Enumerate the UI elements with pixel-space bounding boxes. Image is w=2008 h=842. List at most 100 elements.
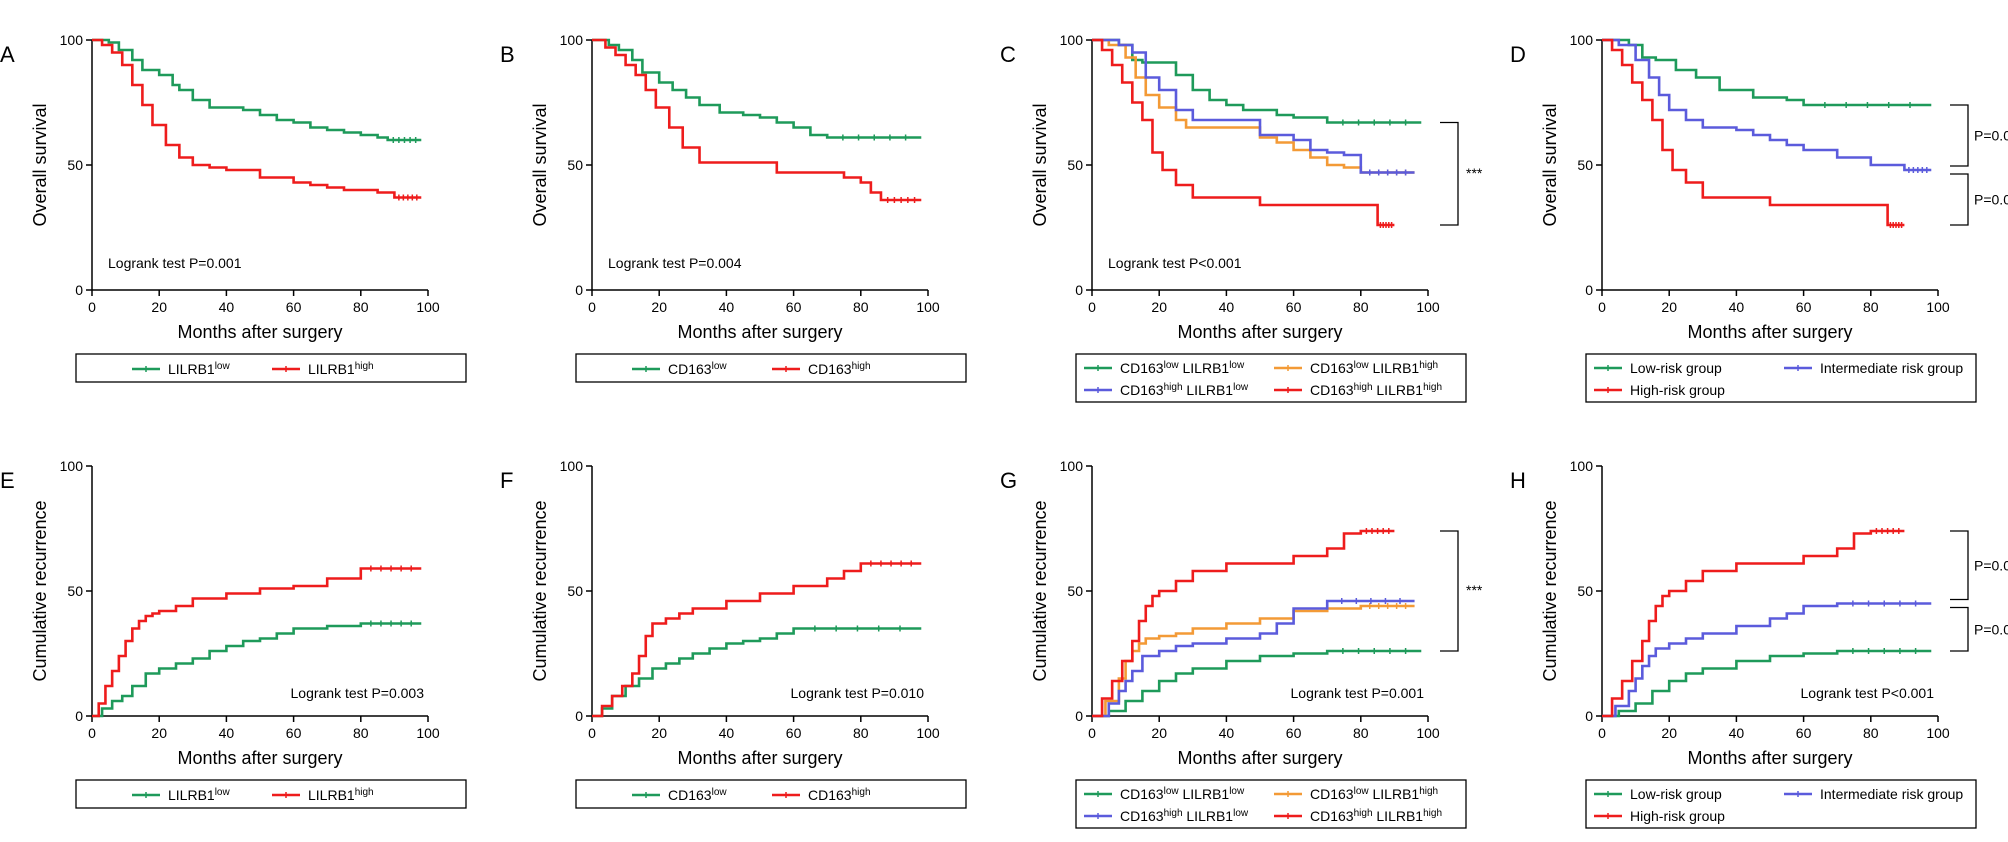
x-tick-label: 100	[416, 725, 440, 741]
series-line	[1602, 649, 1932, 718]
bracket-label: ***	[1466, 582, 1483, 598]
y-tick-label: 100	[60, 458, 84, 474]
x-tick-label: 80	[1863, 299, 1879, 315]
series-line	[1092, 649, 1422, 718]
x-tick-label: 100	[916, 725, 940, 741]
legend-label: CD163high LILRB1high	[1310, 382, 1442, 399]
x-tick-label: 100	[416, 299, 440, 315]
x-axis-label: Months after surgery	[1177, 748, 1342, 768]
legend-label: High-risk group	[1630, 808, 1725, 824]
panel-d: D 0 20 40 60 80 100 0 50 100 Months after surgery O…	[1510, 32, 2008, 403]
x-tick-label: 60	[1286, 299, 1302, 315]
x-axis-label: Months after surgery	[1687, 322, 1852, 342]
x-tick-label: 20	[1151, 299, 1167, 315]
x-tick-label: 60	[286, 299, 302, 315]
x-axis-label: Months after surgery	[677, 322, 842, 342]
legend-box	[1075, 779, 1467, 829]
panel-letter: F	[500, 468, 513, 493]
series-line	[592, 627, 922, 718]
y-tick-label: 100	[60, 32, 84, 48]
y-axis-label: Overall survival	[30, 103, 50, 226]
series-line	[1602, 602, 1932, 718]
series-line	[592, 38, 922, 139]
series-line	[92, 622, 422, 718]
legend-label: High-risk group	[1630, 382, 1725, 398]
y-tick-label: 100	[1570, 32, 1594, 48]
series-line	[1602, 38, 1932, 107]
legend-label: Low-risk group	[1630, 786, 1722, 802]
y-axis-label: Cumulative recurrence	[1540, 500, 1560, 681]
legend-label: CD163high	[808, 787, 871, 804]
series-line	[92, 567, 422, 718]
x-tick-label: 60	[786, 299, 802, 315]
significance-bracket	[1950, 104, 1969, 167]
x-tick-label: 80	[353, 725, 369, 741]
legend-label: CD163low LILRB1low	[1120, 360, 1245, 377]
logrank-annotation: Logrank test P=0.004	[608, 255, 742, 271]
panel-f: F 0 20 40 60 80 100 0 50 100 Months after surgery C…	[500, 458, 967, 809]
x-tick-label: 100	[1926, 725, 1950, 741]
significance-bracket	[1950, 173, 1969, 226]
y-tick-label: 0	[1075, 282, 1083, 298]
y-tick-label: 0	[75, 708, 83, 724]
panel-letter: G	[1000, 468, 1017, 493]
panel-e: E 0 20 40 60 80 100 0 50 100 Months after surgery C…	[0, 458, 467, 809]
panel-letter: H	[1510, 468, 1526, 493]
x-tick-label: 0	[1598, 299, 1606, 315]
y-tick-label: 0	[575, 282, 583, 298]
legend-label: LILRB1high	[308, 361, 374, 378]
x-tick-label: 60	[1286, 725, 1302, 741]
y-tick-label: 100	[1060, 458, 1084, 474]
bracket-label: P=0.004	[1974, 192, 2008, 208]
x-tick-label: 60	[1796, 725, 1812, 741]
y-tick-label: 50	[67, 157, 83, 173]
x-tick-label: 0	[588, 725, 596, 741]
x-tick-label: 40	[219, 725, 235, 741]
x-tick-label: 100	[1416, 299, 1440, 315]
y-tick-label: 50	[1067, 157, 1083, 173]
x-tick-label: 20	[1661, 299, 1677, 315]
bracket-label: P=0.025	[1974, 128, 2008, 144]
series-line	[92, 38, 422, 199]
logrank-annotation: Logrank test P=0.003	[291, 685, 425, 701]
logrank-annotation: Logrank test P=0.001	[108, 255, 242, 271]
x-tick-label: 0	[1088, 725, 1096, 741]
x-tick-label: 60	[786, 725, 802, 741]
legend-label: CD163low LILRB1high	[1310, 786, 1438, 803]
series-line	[1092, 599, 1415, 718]
x-axis-label: Months after surgery	[177, 322, 342, 342]
series-line	[592, 38, 922, 202]
x-tick-label: 0	[88, 299, 96, 315]
legend-label: CD163high	[808, 361, 871, 378]
legend-label: CD163high LILRB1high	[1310, 808, 1442, 825]
x-tick-label: 40	[719, 299, 735, 315]
legend-label: CD163high LILRB1low	[1120, 382, 1249, 399]
legend-label: CD163low	[668, 361, 727, 378]
y-axis-label: Cumulative recurrence	[1030, 500, 1050, 681]
x-tick-label: 40	[1219, 725, 1235, 741]
legend-box	[1585, 353, 1977, 403]
significance-bracket	[1950, 530, 1969, 601]
legend-label: Intermediate risk group	[1820, 786, 1963, 802]
y-axis-label: Cumulative recurrence	[530, 500, 550, 681]
significance-bracket	[1440, 530, 1459, 652]
y-tick-label: 0	[1585, 282, 1593, 298]
legend-label: LILRB1low	[168, 361, 230, 378]
x-tick-label: 20	[151, 725, 167, 741]
legend-box	[1585, 779, 1977, 829]
bracket-label: ***	[1466, 165, 1483, 181]
x-tick-label: 80	[1863, 725, 1879, 741]
panel-a: A 0 20 40 60 80 100 0 50 100 Months after surgery O…	[0, 32, 467, 383]
y-tick-label: 100	[1060, 32, 1084, 48]
logrank-annotation: Logrank test P=0.001	[1291, 685, 1425, 701]
significance-bracket	[1950, 606, 1969, 652]
x-tick-label: 40	[1729, 725, 1745, 741]
y-tick-label: 50	[1577, 157, 1593, 173]
x-tick-label: 0	[1598, 725, 1606, 741]
x-axis-label: Months after surgery	[177, 748, 342, 768]
x-tick-label: 40	[1219, 299, 1235, 315]
x-tick-label: 100	[1416, 725, 1440, 741]
legend-label: CD163high LILRB1low	[1120, 808, 1249, 825]
series-line	[92, 38, 422, 142]
series-line	[1092, 604, 1415, 718]
